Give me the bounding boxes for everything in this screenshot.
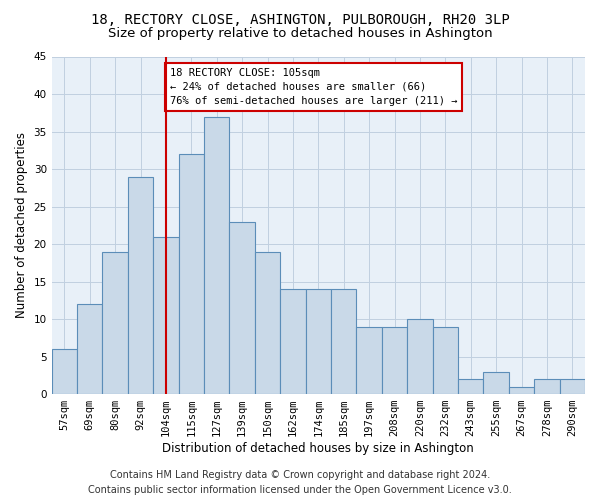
Bar xyxy=(255,252,280,394)
Bar xyxy=(458,379,484,394)
Bar xyxy=(128,176,153,394)
Bar xyxy=(52,349,77,394)
Bar xyxy=(179,154,204,394)
Bar xyxy=(204,116,229,394)
Bar xyxy=(331,289,356,394)
X-axis label: Distribution of detached houses by size in Ashington: Distribution of detached houses by size … xyxy=(163,442,474,455)
Bar xyxy=(356,326,382,394)
Bar xyxy=(153,236,179,394)
Text: 18 RECTORY CLOSE: 105sqm
← 24% of detached houses are smaller (66)
76% of semi-d: 18 RECTORY CLOSE: 105sqm ← 24% of detach… xyxy=(170,68,457,106)
Bar xyxy=(407,319,433,394)
Bar xyxy=(484,372,509,394)
Bar xyxy=(382,326,407,394)
Bar xyxy=(433,326,458,394)
Bar xyxy=(305,289,331,394)
Bar xyxy=(77,304,103,394)
Text: Contains HM Land Registry data © Crown copyright and database right 2024.
Contai: Contains HM Land Registry data © Crown c… xyxy=(88,470,512,495)
Bar xyxy=(534,379,560,394)
Text: Size of property relative to detached houses in Ashington: Size of property relative to detached ho… xyxy=(107,28,493,40)
Bar xyxy=(280,289,305,394)
Text: 18, RECTORY CLOSE, ASHINGTON, PULBOROUGH, RH20 3LP: 18, RECTORY CLOSE, ASHINGTON, PULBOROUGH… xyxy=(91,12,509,26)
Y-axis label: Number of detached properties: Number of detached properties xyxy=(15,132,28,318)
Bar xyxy=(103,252,128,394)
Bar xyxy=(229,222,255,394)
Bar xyxy=(560,379,585,394)
Bar xyxy=(509,386,534,394)
